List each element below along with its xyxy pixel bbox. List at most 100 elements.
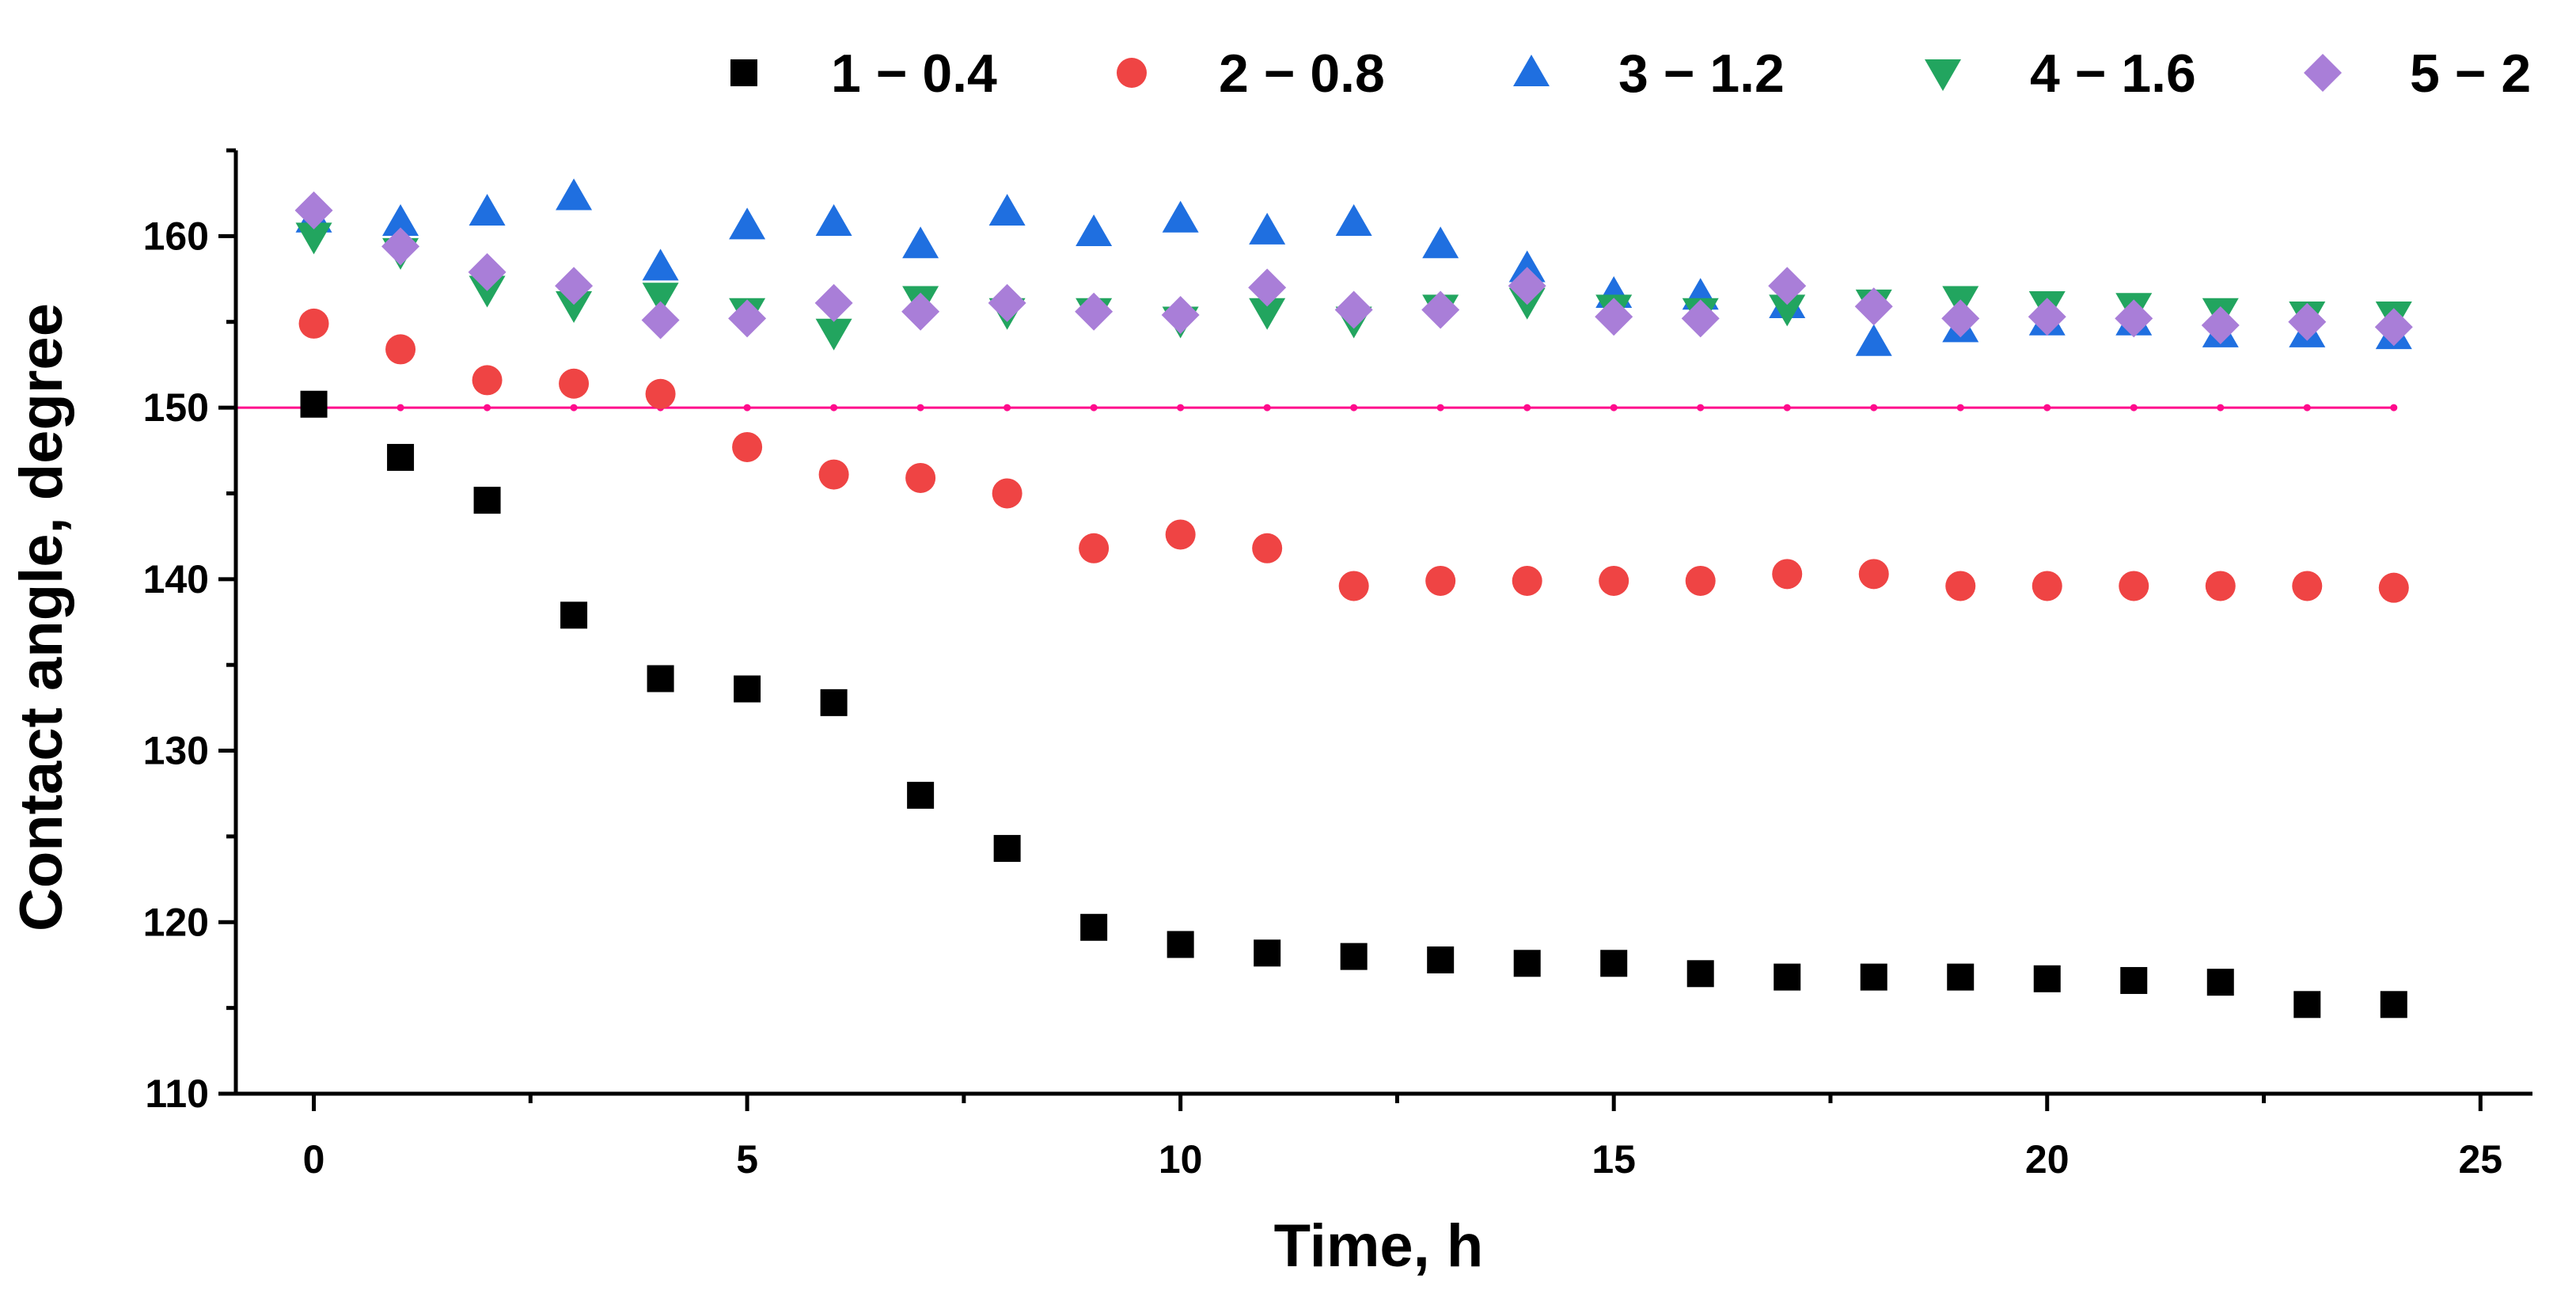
reference-line-dot xyxy=(2390,404,2398,412)
data-point xyxy=(2293,991,2321,1019)
data-point xyxy=(1338,571,1369,601)
y-ticks: 110 120 130 140 150 160 xyxy=(143,148,236,1116)
data-point xyxy=(2119,571,2149,601)
data-point xyxy=(728,299,767,338)
data-point xyxy=(381,227,420,266)
data-point xyxy=(907,781,935,809)
series-5 xyxy=(294,191,2413,347)
data-point xyxy=(1249,212,1286,245)
reference-line-dot xyxy=(2303,404,2311,412)
data-point xyxy=(1681,299,1720,338)
data-point xyxy=(1508,250,1546,283)
data-point xyxy=(1252,533,1283,563)
y-tick-label: 140 xyxy=(143,557,209,601)
series-2 xyxy=(298,308,2409,603)
legend-marker xyxy=(730,59,757,86)
data-point xyxy=(641,301,680,340)
data-point xyxy=(814,283,853,322)
reference-line-dot xyxy=(1436,404,1444,412)
data-point xyxy=(2201,306,2240,345)
reference-line-dot xyxy=(2043,404,2051,412)
data-point xyxy=(1855,324,1892,356)
legend-marker xyxy=(1117,58,1147,88)
legend-label: 2 − 0.8 xyxy=(1219,44,1385,104)
data-point xyxy=(468,252,506,291)
reference-line-dot xyxy=(1003,404,1011,412)
data-point xyxy=(2120,966,2148,994)
data-point xyxy=(988,283,1026,322)
reference-line-dot xyxy=(2130,404,2138,412)
reference-line-dot xyxy=(1263,404,1271,412)
data-point xyxy=(647,665,674,692)
y-tick-label: 160 xyxy=(143,214,209,258)
legend-marker xyxy=(2304,54,2342,92)
reference-line-dot xyxy=(1350,404,1358,412)
data-point xyxy=(2292,571,2323,601)
data-point xyxy=(1769,294,1806,327)
axes: 0 5 10 15 20 25 110 120 130 140 150 160 xyxy=(143,148,2532,1182)
data-point xyxy=(818,459,849,490)
data-point xyxy=(556,178,593,211)
data-point xyxy=(1858,559,1889,590)
reference-line-dot xyxy=(830,404,838,412)
x-tick-label: 15 xyxy=(1592,1137,1636,1182)
data-point xyxy=(1945,571,1976,601)
data-point xyxy=(905,462,936,493)
data-point xyxy=(559,368,590,399)
data-point xyxy=(2033,965,2061,992)
data-point xyxy=(1334,290,1373,329)
data-point xyxy=(992,478,1022,509)
series-4 xyxy=(295,222,2412,351)
reference-line-dot xyxy=(1956,404,1964,412)
y-tick-label: 130 xyxy=(143,729,209,773)
reference-line-dot xyxy=(1783,404,1791,412)
data-point xyxy=(820,689,848,716)
data-point xyxy=(473,487,501,514)
data-point xyxy=(1513,950,1541,977)
x-ticks: 0 5 10 15 20 25 xyxy=(303,1094,2502,1182)
data-point xyxy=(1425,565,1456,596)
data-point xyxy=(2028,298,2066,336)
legend-marker xyxy=(1925,59,1961,91)
data-point xyxy=(1854,287,1893,326)
data-point xyxy=(1080,913,1108,941)
reference-line-dot xyxy=(1177,404,1185,412)
data-point xyxy=(1685,565,1716,596)
reference-line-dot xyxy=(2217,404,2225,412)
data-point xyxy=(300,390,328,418)
data-point xyxy=(732,431,763,462)
data-point xyxy=(1161,296,1200,335)
x-tick-label: 0 xyxy=(303,1137,325,1182)
data-point xyxy=(472,365,503,396)
data-point xyxy=(1075,292,1113,331)
data-point xyxy=(1768,267,1807,305)
data-point xyxy=(902,226,939,259)
reference-line-layer xyxy=(236,404,2398,412)
data-point xyxy=(815,318,852,351)
data-point xyxy=(2380,991,2407,1019)
data-point xyxy=(1508,267,1546,305)
data-point xyxy=(2374,308,2413,347)
data-point xyxy=(382,204,419,237)
data-point xyxy=(1512,565,1542,596)
x-axis-label: Time, h xyxy=(1274,1212,1484,1280)
reference-line-dot xyxy=(916,404,924,412)
data-point xyxy=(2205,571,2236,601)
data-point xyxy=(1165,519,1196,550)
data-point xyxy=(988,194,1026,226)
data-point xyxy=(993,835,1021,863)
data-point xyxy=(1860,963,1887,991)
data-point xyxy=(469,194,506,226)
data-point xyxy=(1941,299,1980,338)
data-point xyxy=(2115,299,2153,338)
y-axis-label: Contact angle, degree xyxy=(8,303,75,931)
data-point xyxy=(729,207,766,240)
data-point xyxy=(1162,200,1199,233)
reference-line-dot xyxy=(484,404,491,412)
data-point xyxy=(1422,226,1459,259)
legend-label: 3 − 1.2 xyxy=(1618,44,1785,104)
y-tick-label: 120 xyxy=(143,900,209,944)
data-point xyxy=(1686,960,1714,988)
data-point xyxy=(2288,302,2327,341)
